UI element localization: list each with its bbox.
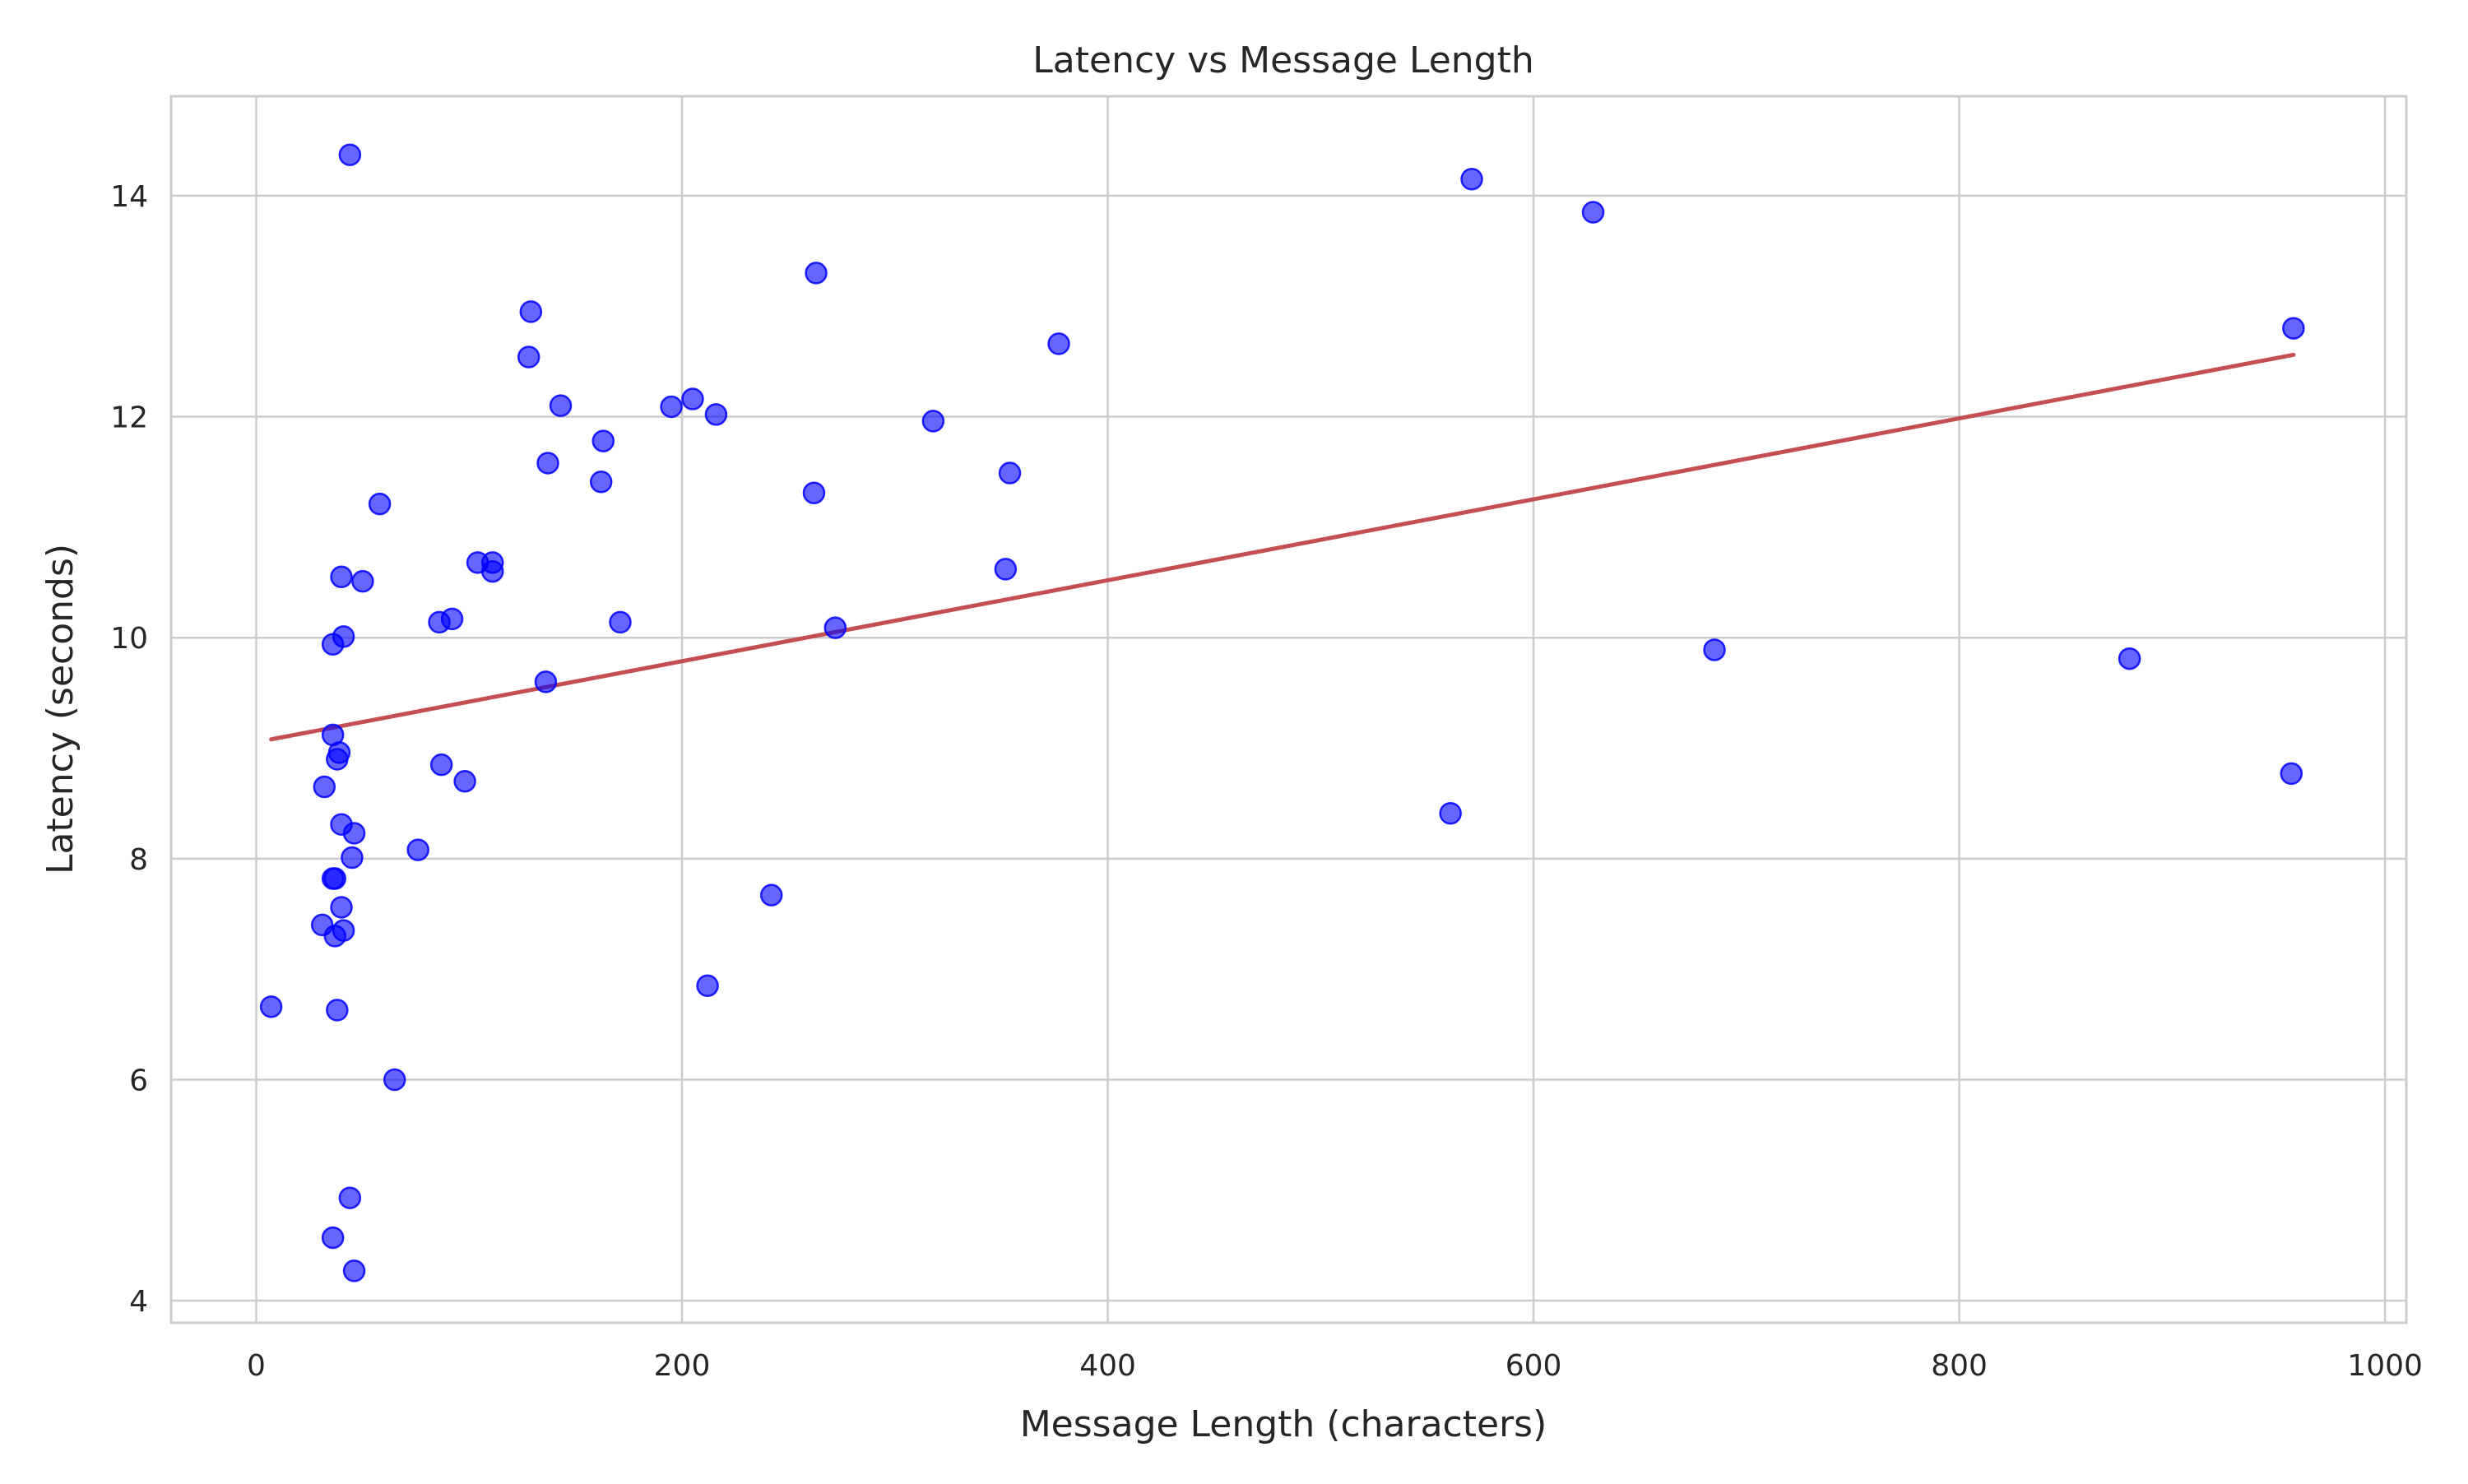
trend-line-layer bbox=[269, 352, 2296, 742]
data-point bbox=[805, 262, 828, 285]
y-tick-label: 8 bbox=[129, 843, 148, 877]
data-point bbox=[2282, 317, 2305, 340]
data-point bbox=[330, 565, 353, 589]
data-point bbox=[1047, 332, 1070, 355]
data-point bbox=[330, 896, 353, 919]
data-point bbox=[1581, 201, 1605, 224]
chart-title: Latency vs Message Length bbox=[1032, 39, 1533, 81]
data-point bbox=[802, 481, 826, 504]
plot-frame bbox=[169, 95, 2408, 1324]
y-tick-label: 12 bbox=[110, 401, 148, 435]
data-point bbox=[517, 345, 540, 369]
y-tick-labels: 4 6 8 10 12 14 bbox=[110, 180, 148, 1319]
x-tick-label: 800 bbox=[1931, 1349, 1988, 1383]
y-tick-label: 4 bbox=[129, 1285, 148, 1319]
data-point bbox=[536, 452, 559, 475]
data-point bbox=[321, 1226, 345, 1250]
data-point bbox=[323, 925, 346, 948]
data-point bbox=[342, 1259, 366, 1282]
data-point bbox=[1439, 802, 1462, 825]
data-point bbox=[480, 559, 504, 583]
x-tick-label: 200 bbox=[654, 1349, 711, 1383]
x-tick-label: 600 bbox=[1505, 1349, 1562, 1383]
scatter-points bbox=[259, 143, 2305, 1282]
y-tick-label: 6 bbox=[129, 1064, 148, 1097]
y-tick-label: 14 bbox=[110, 180, 148, 214]
data-point bbox=[549, 394, 573, 417]
data-point bbox=[534, 670, 558, 693]
data-point bbox=[453, 770, 476, 793]
data-point bbox=[338, 1186, 362, 1209]
data-point bbox=[313, 775, 336, 799]
data-point bbox=[1460, 167, 1483, 191]
x-tick-labels: 0 200 400 600 800 1000 bbox=[247, 1349, 2423, 1383]
x-tick-label: 1000 bbox=[2347, 1349, 2423, 1383]
data-point bbox=[341, 846, 364, 870]
data-point bbox=[921, 410, 945, 433]
data-point bbox=[591, 429, 615, 452]
data-point bbox=[383, 1068, 406, 1092]
data-point bbox=[428, 610, 451, 634]
data-point bbox=[994, 558, 1018, 581]
data-point bbox=[759, 883, 783, 907]
data-point bbox=[259, 995, 283, 1018]
data-point bbox=[342, 822, 366, 845]
grid-layer bbox=[171, 96, 2406, 1323]
data-point bbox=[823, 616, 847, 639]
data-point bbox=[321, 633, 345, 656]
data-point bbox=[368, 492, 392, 516]
data-point bbox=[609, 610, 632, 634]
data-point bbox=[519, 300, 543, 323]
data-point bbox=[323, 867, 346, 890]
data-point bbox=[351, 569, 374, 593]
data-point bbox=[326, 748, 349, 771]
data-point bbox=[1703, 638, 1726, 661]
data-point bbox=[696, 974, 719, 998]
data-point bbox=[704, 403, 728, 426]
data-point bbox=[429, 753, 453, 777]
y-tick-label: 10 bbox=[110, 622, 148, 656]
x-tick-label: 400 bbox=[1079, 1349, 1136, 1383]
data-point bbox=[998, 461, 1022, 485]
data-point bbox=[660, 395, 683, 419]
data-point bbox=[2280, 762, 2303, 786]
data-point bbox=[406, 838, 429, 861]
y-axis-title: Latency (seconds) bbox=[39, 544, 81, 874]
data-point bbox=[681, 387, 704, 410]
data-point bbox=[589, 471, 613, 494]
data-point bbox=[2118, 647, 2141, 670]
x-tick-label: 0 bbox=[247, 1349, 266, 1383]
trend-line bbox=[269, 352, 2296, 742]
data-point bbox=[338, 143, 362, 166]
x-axis-title: Message Length (characters) bbox=[1020, 1403, 1547, 1445]
data-point bbox=[326, 999, 349, 1022]
